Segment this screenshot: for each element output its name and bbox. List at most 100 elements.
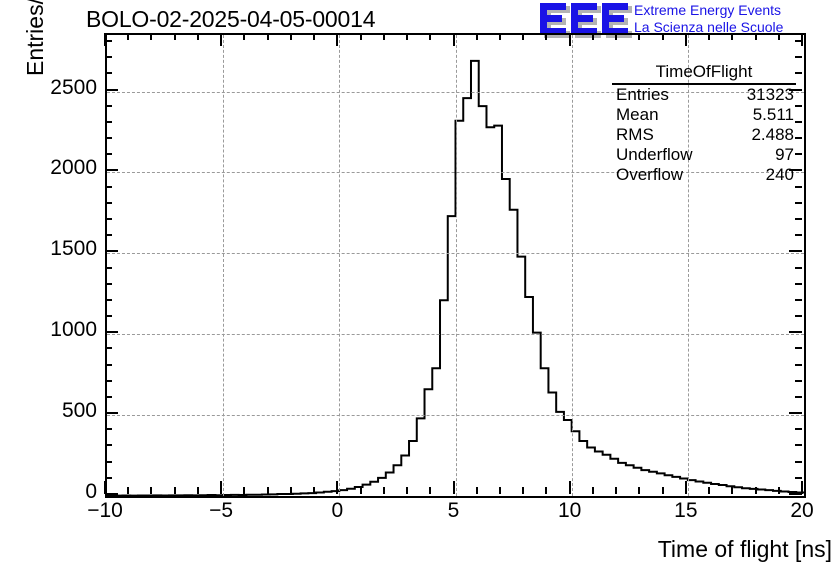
- x-tick-label: −10: [87, 499, 123, 522]
- y-tick-right-minor: [795, 104, 802, 107]
- y-tick-minor: [105, 298, 112, 301]
- x-tick-top-major: [452, 33, 455, 46]
- x-tick-label: 5: [447, 499, 460, 522]
- x-tick-minor: [359, 487, 362, 494]
- x-tick-minor: [731, 487, 734, 494]
- x-tick-major: [452, 481, 455, 494]
- x-tick-top-minor: [359, 33, 362, 40]
- x-tick-top-major: [568, 33, 571, 46]
- x-tick-top-minor: [243, 33, 246, 40]
- x-tick-top-minor: [289, 33, 292, 40]
- y-tick-major: [105, 412, 118, 415]
- x-tick-top-minor: [266, 33, 269, 40]
- y-tick-right-minor: [795, 395, 802, 398]
- x-tick-minor: [127, 487, 130, 494]
- y-tick-right-minor: [795, 218, 802, 221]
- histogram-curve: [107, 59, 804, 496]
- stats-row-value: 31323: [746, 85, 794, 104]
- y-tick-right-minor: [795, 120, 802, 123]
- stats-box-rows: Entries 31323 Mean 5.511 RMS 2.488 Underflow 97…: [612, 85, 796, 185]
- x-tick-minor: [313, 487, 316, 494]
- x-tick-minor: [173, 487, 176, 494]
- x-tick-top-minor: [382, 33, 385, 40]
- stats-row-key: RMS: [616, 125, 654, 144]
- page-title: BOLO-02-2025-04-05-00014: [86, 6, 376, 32]
- x-tick-top-minor: [498, 33, 501, 40]
- y-tick-label: 1500: [50, 237, 97, 261]
- x-tick-top-minor: [196, 33, 199, 40]
- y-tick-minor: [105, 428, 112, 431]
- x-tick-top-minor: [661, 33, 664, 40]
- x-tick-minor: [150, 487, 153, 494]
- plot-frame: [105, 33, 806, 498]
- y-tick-minor: [105, 379, 112, 382]
- y-tick-right-major: [789, 88, 802, 91]
- x-tick-top-minor: [522, 33, 525, 40]
- y-tick-minor: [105, 282, 112, 285]
- eee-letter-3: [602, 3, 628, 35]
- y-tick-right-minor: [795, 347, 802, 350]
- stats-box-title: TimeOfFlight: [612, 62, 796, 85]
- stats-row-value: 240: [765, 165, 794, 184]
- y-tick-right-minor: [795, 444, 802, 447]
- y-tick-right-minor: [795, 282, 802, 285]
- x-tick-minor: [615, 487, 618, 494]
- x-tick-minor: [638, 487, 641, 494]
- y-tick-minor: [105, 363, 112, 366]
- x-tick-minor: [475, 487, 478, 494]
- x-tick-top-minor: [638, 33, 641, 40]
- x-tick-top-minor: [313, 33, 316, 40]
- x-tick-top-major: [104, 33, 106, 46]
- x-axis-title: Time of flight [ns]: [657, 536, 832, 562]
- x-tick-minor: [406, 487, 409, 494]
- x-tick-top-minor: [150, 33, 153, 40]
- y-tick-minor: [105, 476, 112, 479]
- gridline-horizontal: [107, 91, 804, 93]
- gridline-vertical: [571, 35, 573, 496]
- y-tick-label: 2000: [50, 156, 97, 180]
- y-tick-minor: [105, 72, 112, 75]
- y-tick-minor: [105, 460, 112, 463]
- x-tick-top-major: [336, 33, 339, 46]
- y-tick-label: 1000: [50, 318, 97, 342]
- x-tick-minor: [266, 487, 269, 494]
- stats-row: Underflow 97: [612, 145, 796, 165]
- x-tick-top-minor: [708, 33, 711, 40]
- stats-row-key: Underflow: [616, 145, 693, 164]
- x-tick-minor: [754, 487, 757, 494]
- eee-logo-text: Extreme Energy Events La Scienza nelle S…: [634, 2, 783, 36]
- x-tick-major: [220, 481, 223, 494]
- x-tick-top-major: [220, 33, 223, 46]
- x-tick-top-minor: [475, 33, 478, 40]
- y-tick-right-minor: [795, 460, 802, 463]
- y-tick-right-minor: [795, 476, 802, 479]
- x-tick-top-minor: [429, 33, 432, 40]
- y-tick-major: [105, 169, 118, 172]
- y-tick-minor: [105, 234, 112, 237]
- y-tick-minor: [105, 201, 112, 204]
- x-tick-top-major: [684, 33, 687, 46]
- y-tick-minor: [105, 347, 112, 350]
- y-tick-minor: [105, 266, 112, 269]
- y-tick-right-major: [789, 493, 802, 495]
- y-tick-right-minor: [795, 40, 802, 43]
- y-tick-right-minor: [795, 298, 802, 301]
- stats-row-key: Mean: [616, 105, 659, 124]
- eee-logo-line2: La Scienza nelle Scuole: [634, 19, 784, 35]
- stats-row-value: 97: [775, 145, 794, 164]
- x-tick-label: 0: [331, 499, 344, 522]
- y-tick-right-major: [789, 169, 802, 172]
- gridline-horizontal: [107, 253, 804, 255]
- x-tick-top-minor: [406, 33, 409, 40]
- y-tick-right-major: [789, 412, 802, 415]
- x-tick-minor: [429, 487, 432, 494]
- gridline-vertical: [687, 35, 689, 496]
- y-tick-label: 500: [61, 399, 97, 423]
- y-tick-minor: [105, 56, 112, 59]
- x-tick-label: 20: [790, 499, 814, 522]
- gridline-vertical: [223, 35, 225, 496]
- y-tick-minor: [105, 104, 112, 107]
- x-tick-minor: [382, 487, 385, 494]
- eee-letter-2: [571, 3, 597, 35]
